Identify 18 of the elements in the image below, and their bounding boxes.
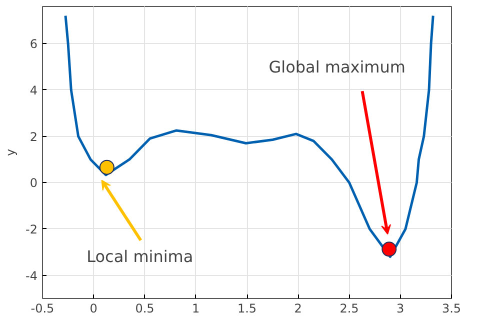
annotation: Global maximum	[268, 58, 406, 77]
y-tick-label: 2	[30, 130, 38, 144]
y-tick-label: 6	[30, 37, 38, 52]
x-tick-label: 0	[90, 302, 98, 316]
x-tick-label: 0.5	[135, 302, 154, 316]
y-tick-label: -2	[26, 222, 38, 236]
y-axis-title: y	[4, 148, 18, 156]
y-tick-label: 0	[30, 176, 38, 190]
x-tick-label: 3.5	[442, 302, 462, 316]
x-tick-label: 2	[294, 302, 302, 316]
x-tick-label: 2.5	[340, 302, 359, 316]
y-tick-label: 4	[30, 83, 38, 98]
x-tick-label: 3	[396, 302, 404, 316]
x-tick-label: 1.5	[237, 302, 257, 316]
x-tick-label: -0.5	[30, 302, 54, 316]
x-tick-label: 1	[192, 302, 200, 316]
annotation: Local minima	[86, 246, 194, 266]
y-tick-label: -4	[26, 268, 38, 283]
